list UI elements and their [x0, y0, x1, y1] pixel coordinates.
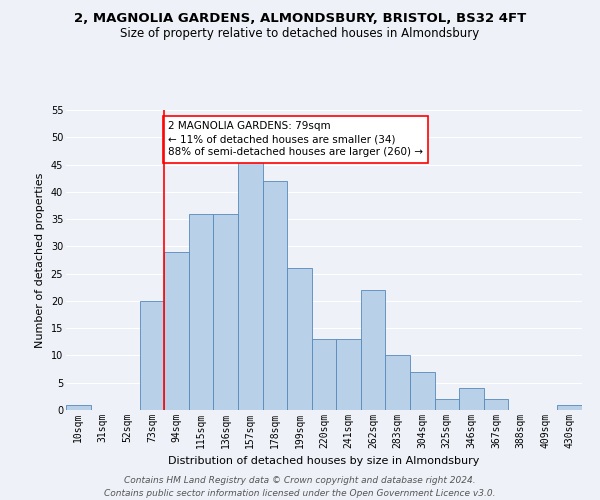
Bar	[238, 159, 263, 410]
Text: Contains HM Land Registry data © Crown copyright and database right 2024.
Contai: Contains HM Land Registry data © Crown c…	[104, 476, 496, 498]
Bar	[434, 399, 459, 410]
Bar	[361, 290, 385, 410]
Bar	[66, 404, 91, 410]
Text: Size of property relative to detached houses in Almondsbury: Size of property relative to detached ho…	[121, 28, 479, 40]
Bar	[164, 252, 189, 410]
Y-axis label: Number of detached properties: Number of detached properties	[35, 172, 45, 348]
Bar	[214, 214, 238, 410]
X-axis label: Distribution of detached houses by size in Almondsbury: Distribution of detached houses by size …	[169, 456, 479, 466]
Bar	[459, 388, 484, 410]
Bar	[140, 301, 164, 410]
Bar	[336, 339, 361, 410]
Bar	[263, 181, 287, 410]
Text: 2, MAGNOLIA GARDENS, ALMONDSBURY, BRISTOL, BS32 4FT: 2, MAGNOLIA GARDENS, ALMONDSBURY, BRISTO…	[74, 12, 526, 26]
Bar	[557, 404, 582, 410]
Bar	[189, 214, 214, 410]
Bar	[484, 399, 508, 410]
Bar	[410, 372, 434, 410]
Bar	[312, 339, 336, 410]
Text: 2 MAGNOLIA GARDENS: 79sqm
← 11% of detached houses are smaller (34)
88% of semi-: 2 MAGNOLIA GARDENS: 79sqm ← 11% of detac…	[168, 121, 423, 158]
Bar	[287, 268, 312, 410]
Bar	[385, 356, 410, 410]
